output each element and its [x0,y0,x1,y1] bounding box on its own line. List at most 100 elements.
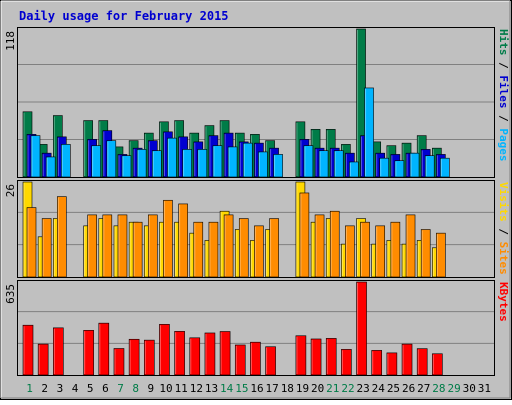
x-tick-label: 20 [311,382,324,395]
bar-sites-day-10 [163,199,173,278]
bar-pages-day-14 [227,146,238,178]
bar-kbytes-day-10 [159,324,170,376]
bar-pages-day-22 [349,161,359,178]
x-tick-label: 13 [205,382,218,395]
series-sites [26,192,446,278]
bar-kbytes-day-24 [371,350,383,376]
bar-pages-day-26 [409,152,420,178]
bar-sites-day-11 [178,203,188,278]
series-kbytes [22,281,443,376]
panel-visits-sites: 26 Visits / Sites [4,180,510,278]
x-tick-label: 16 [250,382,263,395]
axis-label-part: Hits [497,29,510,56]
bar-sites-day-8 [132,221,143,278]
bar-sites-day-26 [405,214,416,278]
x-tick-label: 31 [478,382,491,395]
chart-panels: 118 Hits / Files / Pages 26 Visits / Sites 6… [4,27,510,376]
axis-label-part: Pages [497,128,510,161]
series-pages [30,87,450,178]
bar-sites-day-5 [87,214,97,278]
x-tick-label: 19 [296,382,309,395]
x-tick-label: 23 [357,382,370,395]
bar-sites-day-7 [117,214,128,278]
x-tick-label: 28 [432,382,445,395]
x-tick-label: 5 [87,382,94,395]
bar-pages-day-21 [333,150,344,178]
bar-kbytes-day-12 [189,337,201,376]
bar-kbytes-day-27 [416,348,428,376]
bar-sites-day-20 [314,214,325,278]
x-tick-label: 15 [235,382,248,395]
bar-kbytes-day-3 [53,327,64,376]
bar-pages-day-9 [151,150,162,178]
series-axis-label: Hits / Files / Pages [497,29,510,162]
bar-sites-day-3 [57,196,67,278]
bar-pages-day-3 [61,144,71,178]
bar-pages-day-24 [379,157,390,178]
bar-kbytes-day-13 [204,332,216,376]
bar-sites-day-28 [436,232,446,278]
bar-sites-day-9 [147,214,158,278]
x-tick-label: 27 [417,382,430,395]
bar-kbytes-day-26 [401,343,413,376]
x-tick-label: 4 [72,382,79,395]
x-tick-label: 26 [402,382,415,395]
bar-pages-day-6 [106,140,117,178]
x-tick-label: 18 [281,382,294,395]
panel-hits-files-pages: 118 Hits / Files / Pages [4,27,510,178]
bar-pages-day-11 [182,149,192,178]
axis-label-part: / [497,56,510,76]
bar-kbytes-day-6 [98,322,110,376]
x-tick-label: 2 [41,382,48,395]
bar-sites-day-13 [208,221,219,278]
bar-sites-day-27 [420,229,431,278]
bar-pages-day-8 [136,149,147,178]
x-tick-label: 25 [387,382,400,395]
bar-pages-day-5 [91,145,101,178]
x-tick-label: 21 [326,382,339,395]
x-tick-label: 17 [266,382,279,395]
bar-pages-day-23 [364,87,374,178]
bar-sites-day-1 [26,207,37,278]
x-tick-label: 22 [341,382,354,395]
y-max-label: 635 [4,284,17,304]
bar-kbytes-day-11 [174,331,185,376]
x-axis-day-labels: 1 2 3 4 5 6 7 8 9 10 11 12 13 14 15 16 17 18 19 20 21 22 23 24 2… [26,382,491,395]
bar-sites-day-14 [223,214,234,278]
bar-sites-day-22 [345,225,355,278]
bar-pages-day-13 [212,145,223,178]
bar-pages-day-16 [258,151,268,178]
bar-sites-day-21 [329,210,340,278]
x-tick-label: 11 [175,382,188,395]
bar-kbytes-day-21 [325,338,337,376]
bar-sites-day-2 [41,218,52,278]
bar-sites-day-25 [390,221,401,278]
axis-label-part: Files [497,75,510,108]
y-max-label: 26 [4,184,17,197]
bar-kbytes-day-1 [22,324,34,376]
panel-kbytes: 635 KBytes [4,280,510,376]
series-axis-label: Visits / Sites [497,182,510,275]
axis-label-part: Visits [497,182,510,222]
bar-kbytes-day-22 [341,349,352,376]
bar-kbytes-day-23 [356,281,367,376]
bar-pages-day-19 [303,145,314,178]
bar-pages-day-17 [273,154,283,178]
bar-kbytes-day-14 [219,331,231,376]
bar-pages-day-20 [318,150,329,178]
bar-kbytes-day-2 [37,343,49,376]
x-tick-label: 14 [220,382,234,395]
bar-sites-day-6 [102,214,113,278]
bar-sites-day-12 [193,221,204,278]
x-tick-label: 30 [463,382,476,395]
bar-kbytes-day-7 [113,348,125,376]
bar-pages-day-28 [440,157,450,178]
x-tick-label: 9 [148,382,155,395]
bar-kbytes-day-8 [128,338,140,376]
axis-label-part: Sites [497,242,510,275]
x-tick-label: 24 [372,382,386,395]
bar-kbytes-day-28 [432,353,443,376]
bar-sites-day-19 [299,192,310,278]
bar-pages-day-12 [197,149,208,178]
